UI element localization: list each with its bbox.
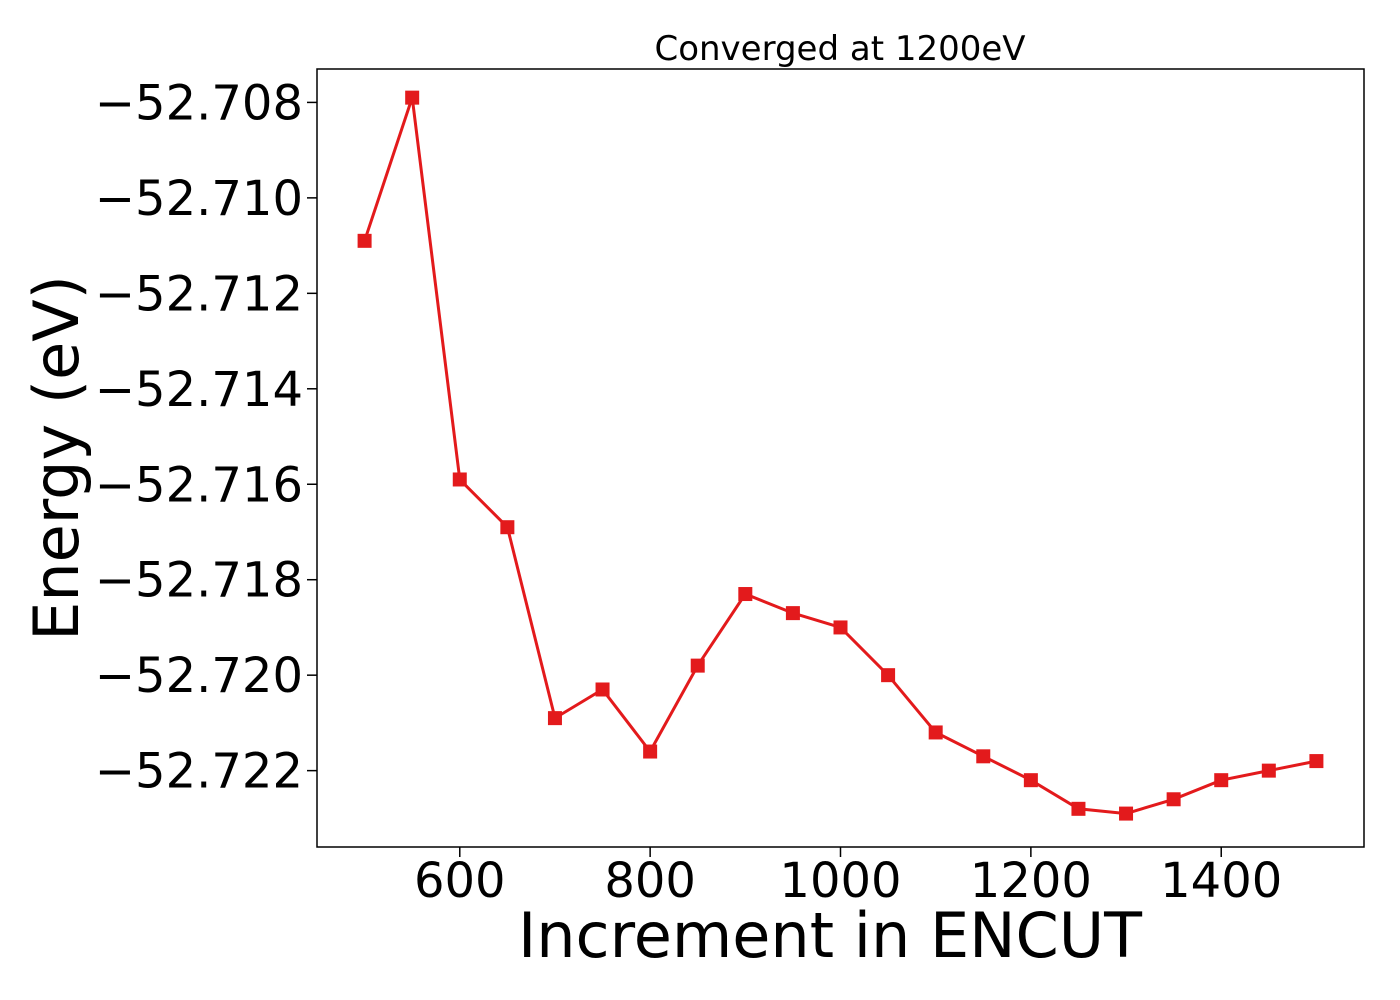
data-point-marker bbox=[643, 744, 658, 759]
y-tick-label: −52.718 bbox=[95, 553, 303, 609]
y-axis-label: Energy (eV) bbox=[20, 275, 93, 641]
data-point-marker bbox=[1119, 806, 1134, 821]
data-point-marker bbox=[928, 725, 943, 740]
chart-title: Converged at 1200eV bbox=[654, 29, 1025, 69]
x-tick-label: 1400 bbox=[1160, 853, 1282, 909]
x-axis-label: Increment in ENCUT bbox=[518, 899, 1143, 972]
data-series bbox=[357, 90, 1324, 821]
data-point-marker bbox=[1261, 763, 1276, 778]
data-point-marker bbox=[405, 90, 420, 105]
data-point-marker bbox=[1214, 773, 1229, 788]
x-tick-label: 800 bbox=[604, 853, 696, 909]
data-point-marker bbox=[1166, 792, 1181, 807]
y-tick-label: −52.716 bbox=[95, 457, 303, 513]
series-line bbox=[363, 97, 1317, 816]
data-point-marker bbox=[547, 711, 562, 726]
y-tick-label: −52.712 bbox=[95, 266, 303, 322]
x-tick-label: 1200 bbox=[970, 853, 1092, 909]
data-point-marker bbox=[500, 520, 515, 535]
y-axis: −52.708 −52.710 −52.712 −52.714 −52.716 −52.7… bbox=[95, 75, 317, 800]
x-axis: 600 800 1000 1200 1400 bbox=[414, 847, 1282, 909]
data-point-marker bbox=[452, 472, 467, 487]
data-point-marker bbox=[881, 668, 896, 683]
x-tick-label: 1000 bbox=[779, 853, 901, 909]
data-point-marker bbox=[1309, 754, 1324, 769]
data-point-marker bbox=[976, 749, 991, 764]
y-tick-label: −52.714 bbox=[95, 362, 303, 418]
data-point-marker bbox=[595, 682, 610, 697]
y-tick-label: −52.720 bbox=[95, 648, 303, 704]
y-tick-label: −52.708 bbox=[95, 75, 303, 131]
data-point-marker bbox=[785, 606, 800, 621]
data-point-marker bbox=[833, 620, 848, 635]
x-tick-label: 600 bbox=[414, 853, 506, 909]
data-point-marker bbox=[1071, 801, 1086, 816]
plot-frame bbox=[316, 68, 1365, 848]
data-point-marker bbox=[690, 658, 705, 673]
data-point-marker bbox=[357, 233, 372, 248]
y-tick-label: −52.722 bbox=[95, 744, 303, 800]
y-tick-label: −52.710 bbox=[95, 171, 303, 227]
data-point-marker bbox=[738, 587, 753, 602]
data-point-marker bbox=[1023, 773, 1038, 788]
